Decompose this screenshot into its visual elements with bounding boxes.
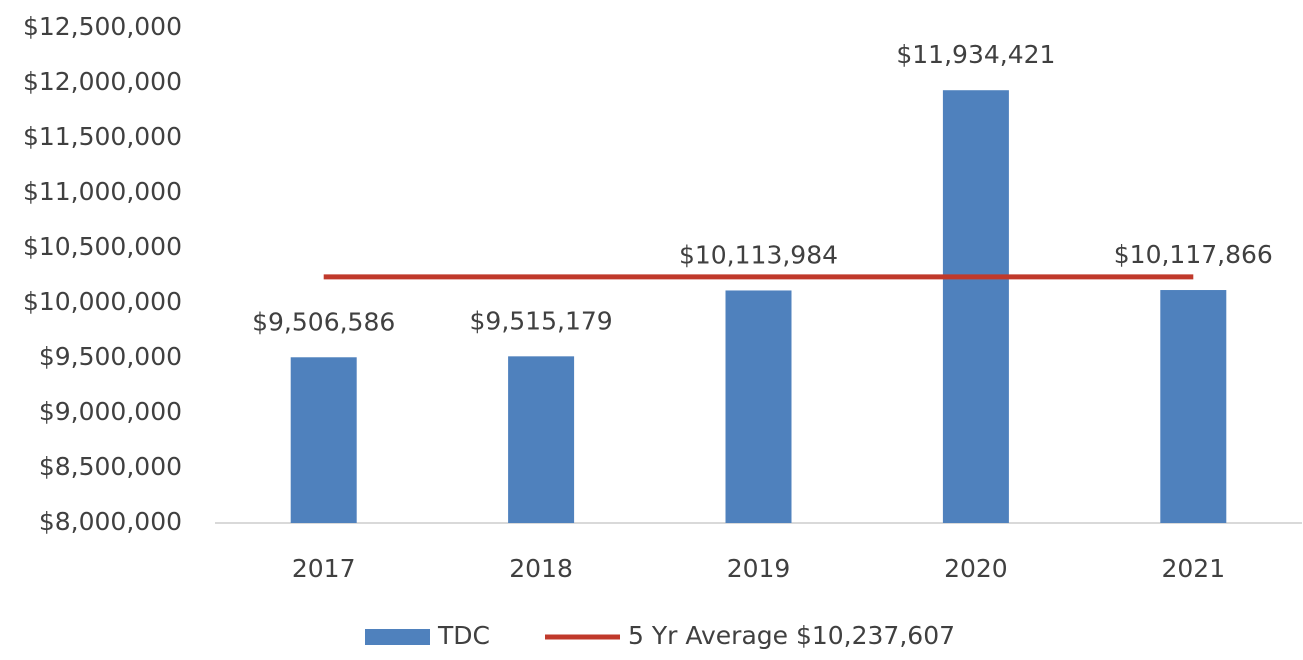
legend-label: 5 Yr Average $10,237,607 (628, 621, 955, 650)
x-tick-label: 2019 (727, 554, 791, 583)
bar (508, 356, 575, 523)
y-tick-label: $10,500,000 (23, 232, 182, 261)
y-tick-label: $11,500,000 (23, 122, 182, 151)
y-tick-label: $9,500,000 (39, 342, 182, 371)
y-tick-label: $8,500,000 (39, 452, 182, 481)
x-tick-label: 2018 (509, 554, 573, 583)
bar (942, 90, 1009, 524)
data-label: $9,506,586 (252, 307, 395, 336)
legend-label: TDC (437, 621, 490, 650)
x-tick-label: 2017 (292, 554, 356, 583)
y-tick-label: $11,000,000 (23, 177, 182, 206)
x-tick-label: 2021 (1161, 554, 1225, 583)
x-tick-label: 2020 (944, 554, 1008, 583)
y-tick-label: $9,000,000 (39, 397, 182, 426)
bar (290, 357, 357, 523)
y-tick-label: $8,000,000 (39, 507, 182, 536)
bar (725, 290, 792, 523)
data-label: $10,117,866 (1114, 240, 1273, 269)
y-tick-label: $10,000,000 (23, 287, 182, 316)
data-label: $11,934,421 (896, 40, 1055, 69)
data-label: $10,113,984 (679, 240, 838, 269)
legend-swatch (365, 629, 430, 645)
data-label: $9,515,179 (470, 306, 613, 335)
y-tick-label: $12,000,000 (23, 67, 182, 96)
y-tick-label: $12,500,000 (23, 12, 182, 41)
bar (1160, 290, 1227, 523)
